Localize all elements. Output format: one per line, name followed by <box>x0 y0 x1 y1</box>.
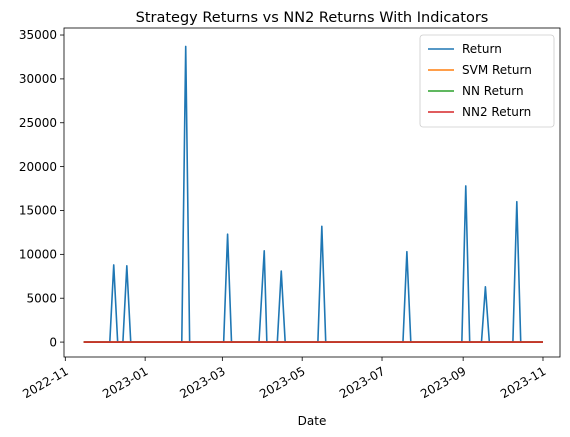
plot-frame <box>63 27 561 358</box>
y-tick-label: 10000 <box>19 248 57 262</box>
chart-title: Strategy Returns vs NN2 Returns With Ind… <box>136 10 489 26</box>
series-line-0 <box>83 45 543 343</box>
y-tick-label: 5000 <box>26 291 57 305</box>
legend-label: NN Return <box>462 84 524 98</box>
y-tick-label: 25000 <box>19 116 57 130</box>
legend: Return SVM Return NN Return NN2 Return <box>419 34 555 128</box>
legend-label: SVM Return <box>462 63 532 77</box>
y-tick-label: 35000 <box>19 28 57 42</box>
y-tick-label: 0 <box>49 335 57 349</box>
x-axis-label: Date <box>298 414 327 428</box>
legend-label: Return <box>462 42 502 56</box>
series-layer <box>83 45 543 343</box>
y-axis: 0 5000 10000 15000 20000 25000 30000 35000 <box>19 28 64 349</box>
legend-label: NN2 Return <box>462 105 531 119</box>
y-tick-label: 20000 <box>19 160 57 174</box>
y-tick-label: 15000 <box>19 204 57 218</box>
legend-box <box>419 34 555 128</box>
y-tick-label: 30000 <box>19 72 57 86</box>
